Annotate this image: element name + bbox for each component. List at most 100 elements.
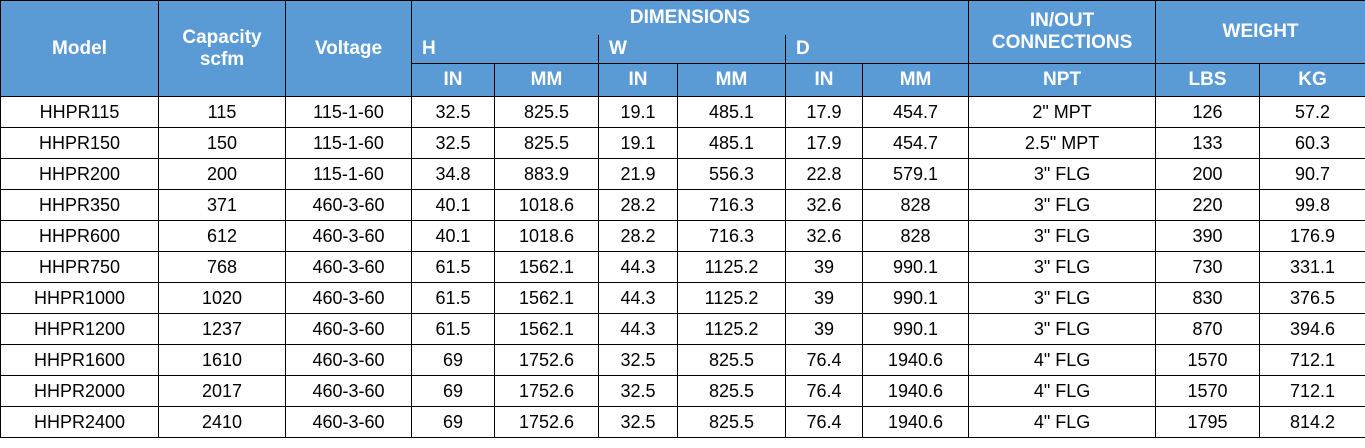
table-cell: 716.3 [677, 189, 786, 221]
table-row: HHPR2000 2017 460-3-60 69 1752.6 32.5 825.5 76.… [0, 375, 1365, 407]
header-cell: MM [677, 63, 786, 97]
table-cell: 76.4 [785, 406, 863, 438]
table-row: HHPR1200 1237 460-3-60 61.5 1562.1 44.3 1125.2… [0, 313, 1365, 345]
table-cell: 115-1-60 [285, 127, 412, 159]
table-row: HHPR115 115 115-1-60 32.5 825.5 19.1 485.1 17.9… [0, 96, 1365, 128]
table-cell: 76.4 [785, 344, 863, 376]
table-cell: 4" FLG [968, 406, 1157, 438]
table-cell: 28.2 [598, 189, 678, 221]
table-cell: 4" FLG [968, 344, 1157, 376]
table-cell: 32.6 [785, 189, 863, 221]
table-cell: 200 [158, 158, 286, 190]
table-cell: 115-1-60 [285, 158, 412, 190]
header-cell: Capacity scfm [158, 0, 286, 97]
table-cell: 371 [158, 189, 286, 221]
table-cell: 90.7 [1259, 158, 1365, 190]
table-cell: 825.5 [677, 406, 786, 438]
table-cell: 57.2 [1259, 96, 1365, 128]
table-cell: 460-3-60 [285, 251, 412, 283]
table-cell: 19.1 [598, 127, 678, 159]
table-body: HHPR115 115 115-1-60 32.5 825.5 19.1 485.1 17.9… [0, 96, 1365, 438]
table-cell: 76.4 [785, 375, 863, 407]
table-cell: 21.9 [598, 158, 678, 190]
header-cell: H [411, 35, 599, 64]
table-cell: 19.1 [598, 96, 678, 128]
table-cell: 3" FLG [968, 313, 1157, 345]
table-cell: HHPR750 [0, 251, 159, 283]
table-cell: 990.1 [861, 282, 970, 314]
header-cell: NPT [968, 63, 1157, 97]
table-cell: 460-3-60 [285, 406, 412, 438]
table-cell: 61.5 [411, 282, 495, 314]
header-cell: DIMENSIONS [410, 0, 970, 35]
table-cell: 28.2 [598, 220, 678, 252]
table-cell: 150 [158, 127, 286, 159]
header-row: IN MM IN MM IN MM NPT LBS KG [1, 63, 1365, 97]
table-cell: 17.9 [785, 96, 863, 128]
table-cell: 61.5 [411, 251, 495, 283]
table-cell: 3" FLG [968, 282, 1157, 314]
table-cell: 220 [1155, 189, 1261, 221]
header-cell: D [784, 35, 970, 64]
table-cell: 828 [861, 189, 970, 221]
table-row: HHPR350 371 460-3-60 40.1 1018.6 28.2 716.3 32.… [0, 189, 1365, 221]
header-cell: LBS [1155, 63, 1261, 97]
table-cell: 40.1 [411, 189, 495, 221]
table-cell: 830 [1155, 282, 1261, 314]
table-cell: 17.9 [785, 127, 863, 159]
table-cell: 133 [1155, 127, 1261, 159]
header-cell: W [598, 35, 786, 64]
table-cell: 454.7 [861, 127, 970, 159]
table-cell: 3" FLG [968, 220, 1157, 252]
table-cell: 115 [158, 96, 286, 128]
table-row: HHPR600 612 460-3-60 40.1 1018.6 28.2 716.3 32.… [0, 220, 1365, 252]
table-cell: 460-3-60 [285, 189, 412, 221]
table-cell: 1752.6 [494, 406, 599, 438]
table-cell: 2" MPT [968, 96, 1157, 128]
table-cell: 390 [1155, 220, 1261, 252]
table-cell: 44.3 [598, 251, 678, 283]
table-cell: 825.5 [677, 344, 786, 376]
table-cell: 40.1 [411, 220, 495, 252]
table-row: HHPR1000 1020 460-3-60 61.5 1562.1 44.3 1125.2… [0, 282, 1365, 314]
table-cell: 825.5 [494, 96, 599, 128]
table-cell: 1125.2 [677, 313, 786, 345]
header-cell: MM [861, 63, 970, 97]
table-cell: 39 [785, 251, 863, 283]
table-cell: 1940.6 [861, 375, 970, 407]
header-cell: MM [494, 63, 599, 97]
table-cell: 126 [1155, 96, 1261, 128]
header-cell: IN/OUT CONNECTIONS [968, 0, 1157, 64]
table-cell: 32.5 [598, 375, 678, 407]
header-line: IN/OUT [1029, 10, 1095, 31]
table-row: HHPR2400 2410 460-3-60 69 1752.6 32.5 825.5 76.… [0, 406, 1365, 438]
table-cell: 825.5 [494, 127, 599, 159]
table-cell: 990.1 [861, 251, 970, 283]
header-cell: WEIGHT [1155, 0, 1365, 64]
table-cell: 716.3 [677, 220, 786, 252]
header-line: CONNECTIONS [991, 32, 1133, 53]
table-cell: 1940.6 [861, 344, 970, 376]
table-cell: 2017 [158, 375, 286, 407]
table-cell: HHPR200 [0, 158, 159, 190]
table-cell: 2.5" MPT [968, 127, 1157, 159]
table-cell: 1562.1 [494, 282, 599, 314]
table-cell: 32.6 [785, 220, 863, 252]
table-cell: 331.1 [1259, 251, 1365, 283]
table-cell: 768 [158, 251, 286, 283]
table-cell: 1570 [1155, 375, 1261, 407]
header-cell: Model [0, 0, 159, 97]
table-cell: 61.5 [411, 313, 495, 345]
table-cell: 1020 [158, 282, 286, 314]
table-cell: 485.1 [677, 127, 786, 159]
table-cell: 1125.2 [677, 282, 786, 314]
table-cell: 60.3 [1259, 127, 1365, 159]
table-cell: HHPR2000 [0, 375, 159, 407]
table-cell: 1562.1 [494, 313, 599, 345]
table-cell: 376.5 [1259, 282, 1365, 314]
table-cell: 3" FLG [968, 189, 1157, 221]
table-cell: 32.5 [411, 127, 495, 159]
table-cell: 44.3 [598, 313, 678, 345]
table-cell: 69 [411, 375, 495, 407]
